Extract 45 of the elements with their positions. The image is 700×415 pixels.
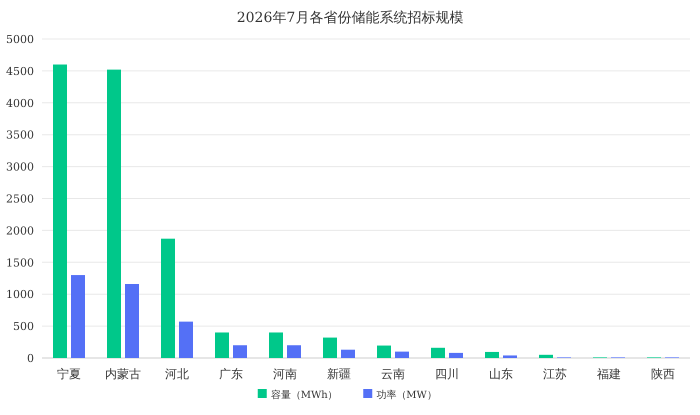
- y-tick-label: 3500: [6, 128, 34, 142]
- bar: [179, 322, 193, 358]
- legend-label: 容量（MWh）: [270, 389, 338, 401]
- x-tick-label: 山东: [489, 367, 513, 381]
- legend-label: 功率（MW）: [376, 389, 437, 401]
- x-tick-label: 河南: [273, 367, 297, 381]
- x-tick-label: 陕西: [651, 367, 675, 381]
- bar: [233, 345, 247, 358]
- bar: [323, 338, 337, 358]
- bar: [107, 70, 121, 358]
- y-tick-label: 4000: [6, 96, 34, 110]
- bar: [71, 275, 85, 358]
- y-tick-label: 3000: [6, 160, 34, 174]
- bar: [287, 345, 301, 358]
- bar: [269, 332, 283, 358]
- bar: [485, 352, 499, 358]
- x-tick-label: 河北: [165, 367, 189, 381]
- bar: [377, 346, 391, 358]
- y-tick-label: 0: [27, 352, 34, 365]
- y-tick-label: 5000: [6, 33, 34, 46]
- bar: [53, 64, 67, 358]
- y-tick-label: 500: [13, 320, 34, 334]
- bar: [161, 238, 175, 358]
- x-tick-label: 四川: [435, 367, 459, 381]
- bar: [431, 348, 445, 358]
- x-tick-label: 云南: [381, 367, 405, 381]
- x-tick-label: 新疆: [327, 367, 351, 381]
- bar: [449, 352, 463, 358]
- bar: [539, 354, 553, 358]
- bar: [341, 350, 355, 358]
- x-tick-label: 广东: [219, 367, 243, 381]
- y-tick-label: 4500: [6, 64, 34, 78]
- x-tick-label: 宁夏: [57, 367, 81, 381]
- y-tick-label: 2500: [6, 192, 34, 206]
- y-tick-label: 2000: [6, 224, 34, 238]
- bar: [395, 352, 409, 358]
- chart-title: 2026年7月各省份储能系统招标规模: [236, 10, 464, 26]
- y-tick-label: 1500: [6, 256, 34, 270]
- bar: [215, 332, 229, 358]
- x-tick-label: 内蒙古: [105, 367, 141, 381]
- y-tick-label: 1000: [6, 288, 34, 302]
- bar: [125, 284, 139, 358]
- x-tick-label: 福建: [597, 367, 621, 381]
- bar: [503, 355, 517, 358]
- x-tick-label: 江苏: [543, 367, 567, 381]
